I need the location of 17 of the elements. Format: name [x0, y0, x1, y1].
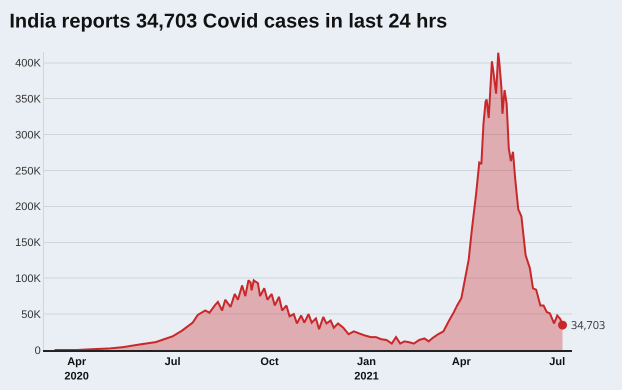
chart-title: India reports 34,703 Covid cases in last 24 hrs	[9, 10, 448, 33]
x-tick-label: Oct	[260, 356, 280, 368]
y-tick-label: 0	[34, 344, 41, 357]
x-tick-label: Jan 2021	[354, 356, 379, 382]
y-tick-label: 300K	[15, 129, 42, 142]
y-tick-label: 100K	[15, 273, 42, 286]
y-tick-label: 150K	[15, 237, 42, 250]
x-tick-label: Jul	[164, 356, 181, 368]
y-tick-label: 400K	[15, 58, 42, 70]
y-tick-label: 350K	[15, 94, 42, 106]
y-tick-label: 50K	[21, 308, 42, 321]
x-tick-label: Apr	[452, 356, 472, 368]
annotation: 34,703	[571, 318, 606, 333]
y-tick-label: 200K	[15, 201, 42, 214]
y-tick-label: 250K	[15, 165, 42, 178]
x-tick-label: Jul	[549, 356, 566, 368]
x-tick-label: Apr 2020	[64, 356, 89, 382]
